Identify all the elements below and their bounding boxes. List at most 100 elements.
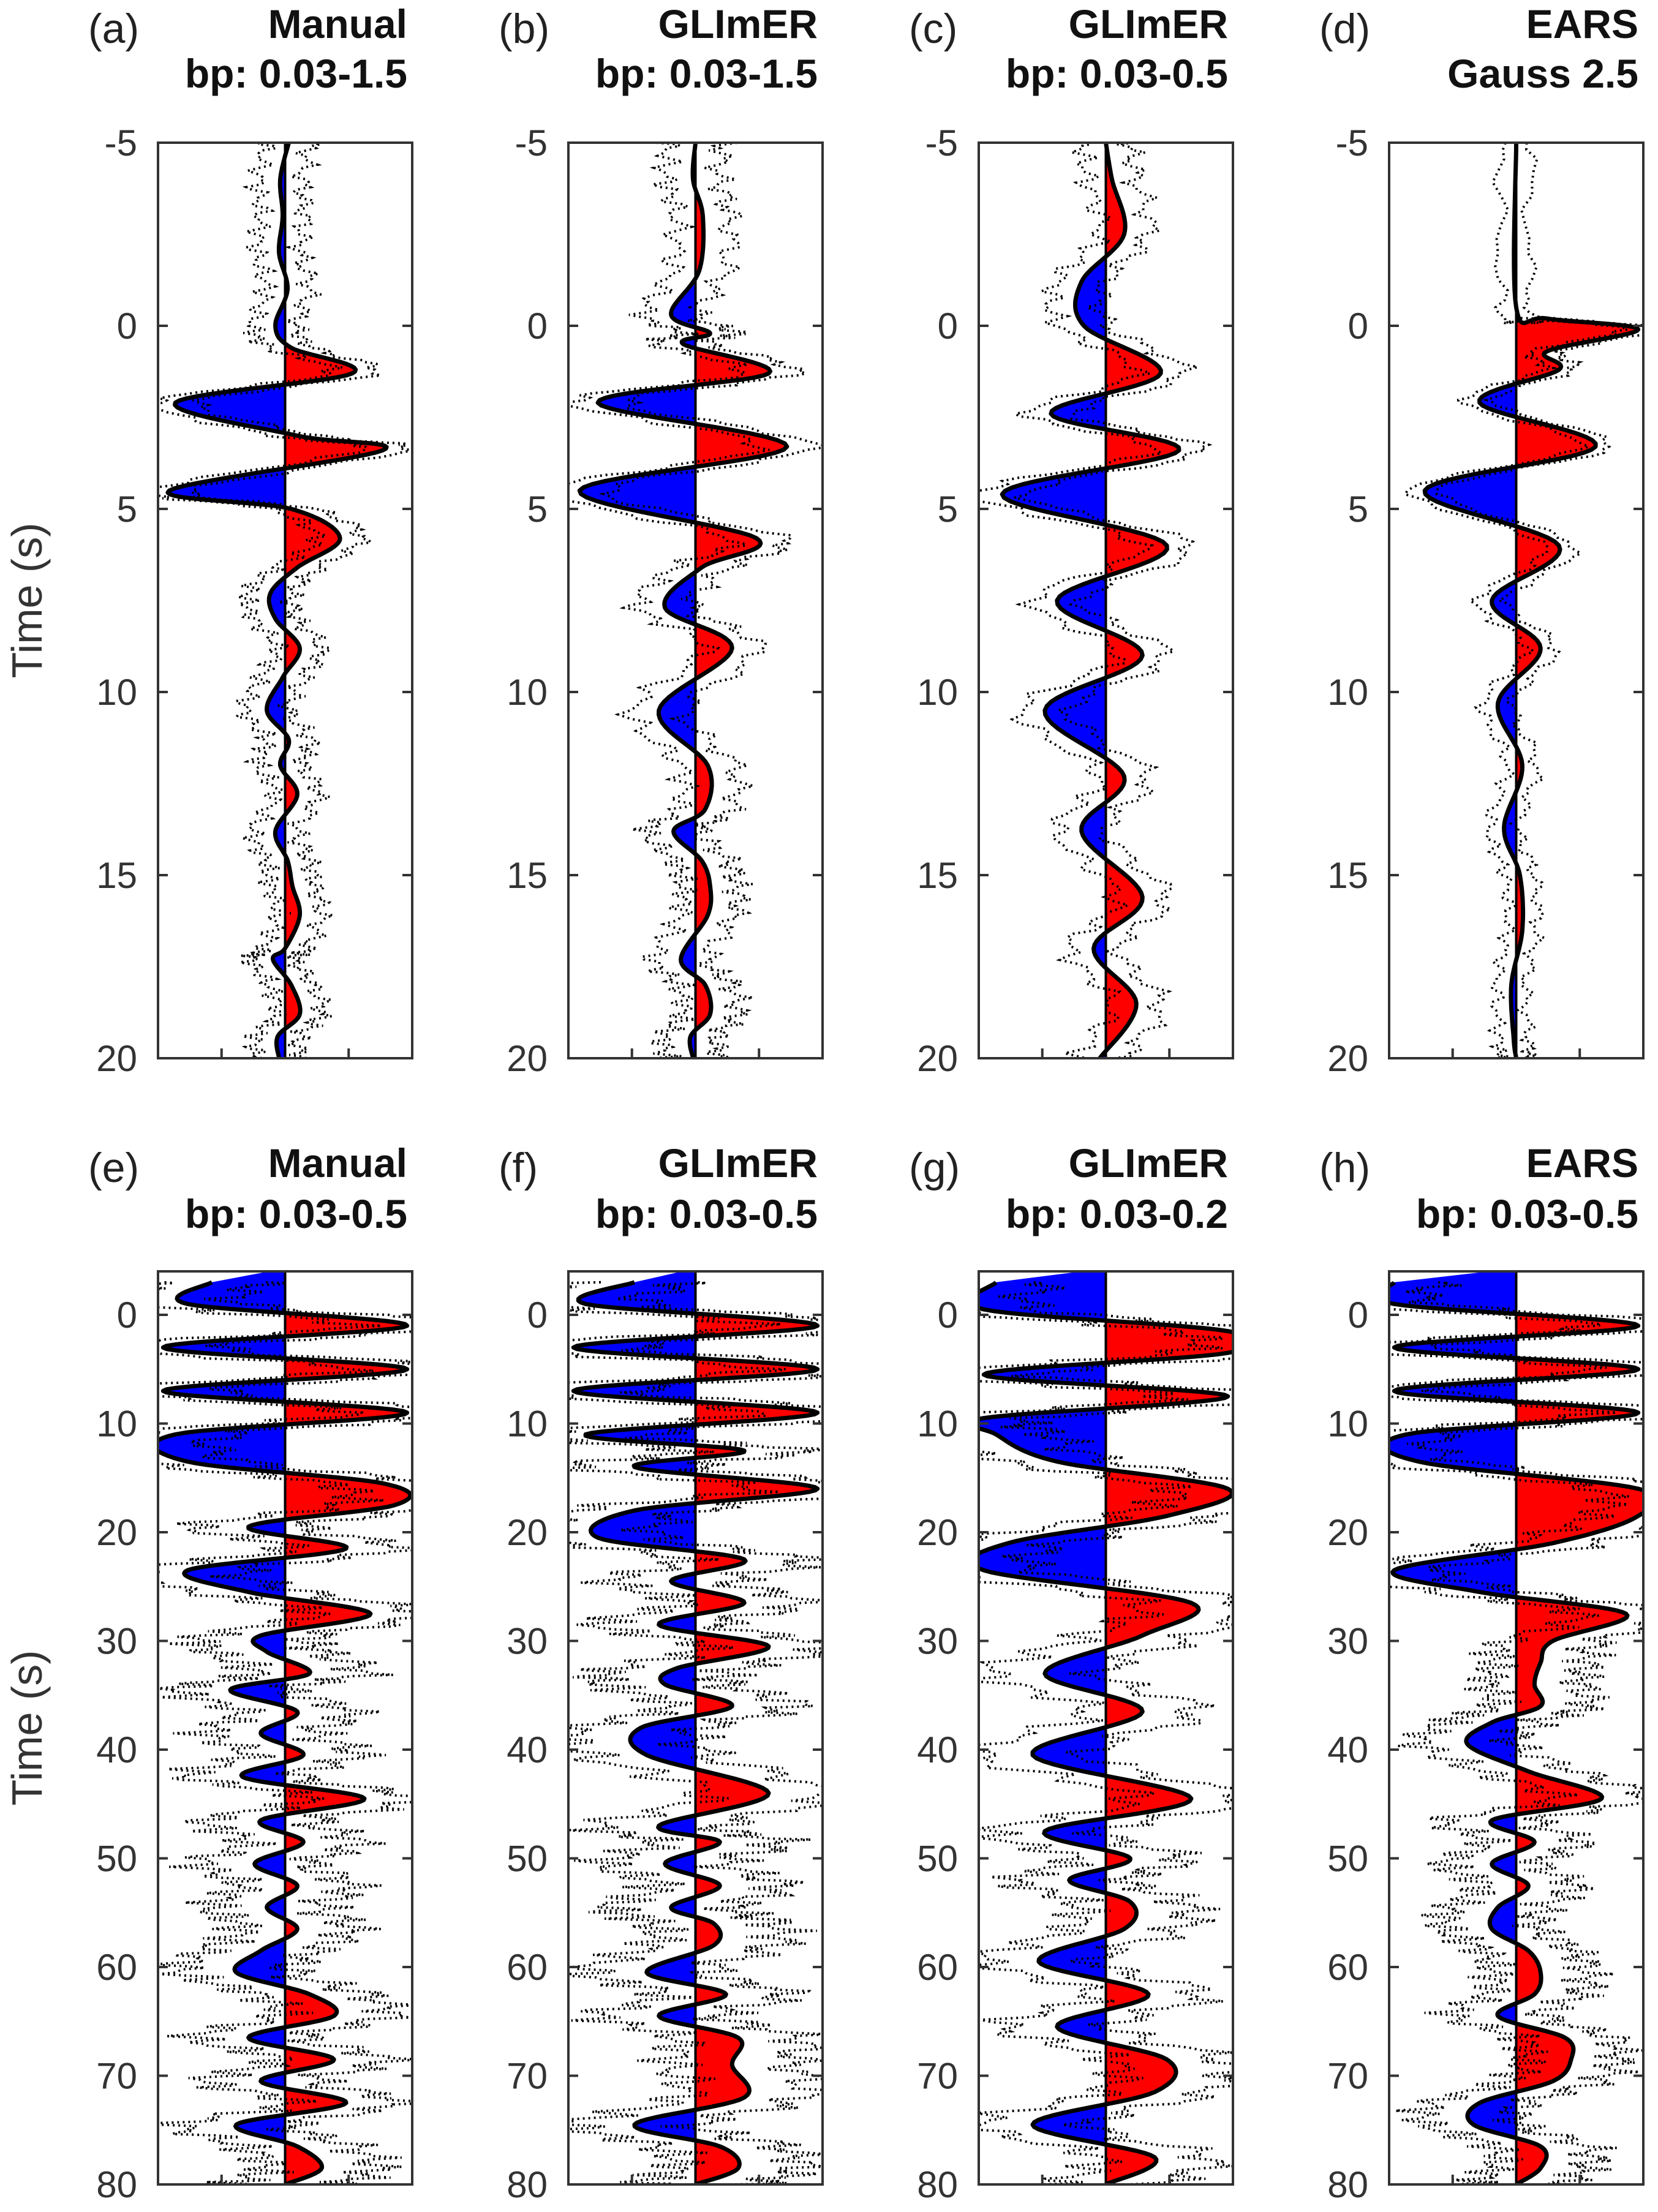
panel-label-g: (g)	[909, 1145, 960, 1191]
y-tick-label: 0	[527, 306, 548, 347]
lower-bound-h	[1389, 1307, 1630, 2184]
y-tick-label: 20	[507, 1512, 548, 1553]
lower-bound-c	[979, 143, 1166, 1058]
y-tick-label: 20	[1327, 1512, 1368, 1553]
lower-bound-d	[1403, 143, 1632, 1058]
y-tick-label: 10	[1327, 672, 1368, 713]
axes-frame-g	[978, 1270, 1234, 2186]
panel-subtitle-f: bp: 0.03-0.5	[595, 1191, 818, 1236]
lower-bound-e	[158, 1281, 385, 2184]
y-tick-label: -5	[925, 122, 958, 164]
positive-fill-d	[1516, 143, 1638, 1058]
trace-line-b	[577, 143, 789, 1058]
y-tick-label: 0	[117, 306, 137, 347]
panel-subtitle-a: bp: 0.03-1.5	[185, 51, 407, 96]
negative-fill-g	[979, 1271, 1106, 2184]
panel-subtitle-c: bp: 0.03-0.5	[1006, 51, 1228, 96]
y-tick-label: 30	[96, 1621, 137, 1662]
panel-title-e: Manual	[268, 1140, 407, 1186]
negative-fill-b	[579, 143, 696, 1058]
trace-area-h	[1389, 1271, 1643, 2184]
y-tick-label: -5	[105, 122, 137, 164]
trace-area-e	[158, 1271, 412, 2184]
y-axis-label: Time (s)	[3, 522, 51, 678]
trace-area-a	[158, 143, 412, 1058]
y-tick-label: 40	[1327, 1729, 1368, 1770]
negative-fill-h	[1389, 1271, 1517, 2184]
panel-title-a: Manual	[268, 1, 407, 47]
y-tick-label: 60	[917, 1947, 958, 1988]
y-tick-label: 10	[507, 1404, 548, 1445]
upper-bound-h	[1404, 1281, 1643, 2184]
y-tick-label: 5	[938, 489, 958, 530]
y-tick-label: 40	[507, 1729, 548, 1770]
upper-bound-g	[998, 1281, 1233, 2184]
y-tick-label: 70	[1327, 2056, 1368, 2097]
y-tick-label: 0	[938, 306, 958, 347]
panel-title-f: GLImER	[658, 1140, 818, 1186]
y-tick-label: 50	[1327, 1838, 1368, 1879]
panel-subtitle-d: Gauss 2.5	[1447, 51, 1638, 96]
y-tick-label: 50	[96, 1838, 137, 1879]
y-tick-label: 80	[1327, 2164, 1368, 2205]
y-tick-label: 70	[507, 2056, 548, 2097]
axes-frame-e	[157, 1270, 413, 2186]
axes-frame-b	[567, 141, 824, 1059]
panel-h: (h) EARS bp: 0.03-0.5 0 10 20 30 40 50 60 70 80	[1319, 1140, 1645, 2205]
axes-frame-f	[567, 1270, 824, 2186]
y-tick-label: 20	[507, 1038, 548, 1079]
axes-frame-h	[1388, 1270, 1645, 2186]
y-tick-label: 20	[96, 1512, 137, 1553]
panel-title-g: GLImER	[1069, 1140, 1228, 1186]
y-tick-label: 10	[917, 672, 958, 713]
positive-fill-g	[1106, 1271, 1233, 2184]
y-tick-label: 10	[96, 672, 137, 713]
trace-line-e	[158, 1280, 412, 2184]
y-tick-label: 40	[96, 1729, 137, 1770]
axes-frame-c	[978, 141, 1234, 1059]
axes-frame-d	[1388, 141, 1645, 1059]
y-tick-label: 70	[917, 2056, 958, 2097]
y-tick-label: 60	[96, 1947, 137, 1988]
panel-title-h: EARS	[1526, 1140, 1638, 1186]
upper-bound-e	[190, 1281, 412, 2184]
y-tick-label: 30	[1327, 1621, 1368, 1662]
y-tick-label: 15	[96, 855, 137, 896]
trace-line-f	[571, 1280, 820, 2184]
y-tick-label: 20	[917, 1512, 958, 1553]
lower-bound-b	[568, 143, 770, 1058]
y-tick-label: 50	[917, 1838, 958, 1879]
y-tick-label: 70	[96, 2056, 137, 2097]
panel-subtitle-e: bp: 0.03-0.5	[185, 1191, 407, 1236]
upper-bound-f	[616, 1281, 823, 2184]
trace-area-f	[568, 1271, 823, 2184]
y-tick-label: 80	[96, 2164, 137, 2205]
axes-frame-a	[157, 141, 413, 1059]
panel-label-c: (c)	[909, 6, 957, 52]
lower-bound-f	[568, 1281, 786, 2184]
lower-bound-a	[158, 143, 369, 1058]
y-tick-label: 0	[117, 1295, 137, 1336]
y-tick-label: 10	[1327, 1404, 1368, 1445]
y-tick-label: 5	[527, 489, 548, 530]
trace-line-d	[1422, 143, 1641, 1058]
upper-bound-a	[191, 143, 412, 1058]
trace-area-g	[979, 1271, 1233, 2184]
y-tick-label: 10	[507, 672, 548, 713]
positive-fill-e	[285, 1271, 410, 2184]
y-tick-label: 50	[507, 1838, 548, 1879]
panel-label-f: (f)	[499, 1145, 538, 1191]
panel-label-e: (e)	[88, 1145, 139, 1191]
panel-subtitle-h: bp: 0.03-0.5	[1416, 1191, 1638, 1236]
panel-title-d: EARS	[1526, 1, 1638, 47]
positive-fill-h	[1516, 1271, 1643, 2184]
y-tick-label: 10	[917, 1404, 958, 1445]
y-tick-label: 30	[917, 1621, 958, 1662]
negative-fill-f	[573, 1271, 696, 2184]
panel-e: (e) Manual bp: 0.03-0.5 0 10 20 30 40 50 60 70 80 Ti…	[3, 1140, 413, 2205]
y-axis-label: Time (s)	[3, 1650, 51, 1805]
y-tick-label: 15	[1327, 855, 1368, 896]
